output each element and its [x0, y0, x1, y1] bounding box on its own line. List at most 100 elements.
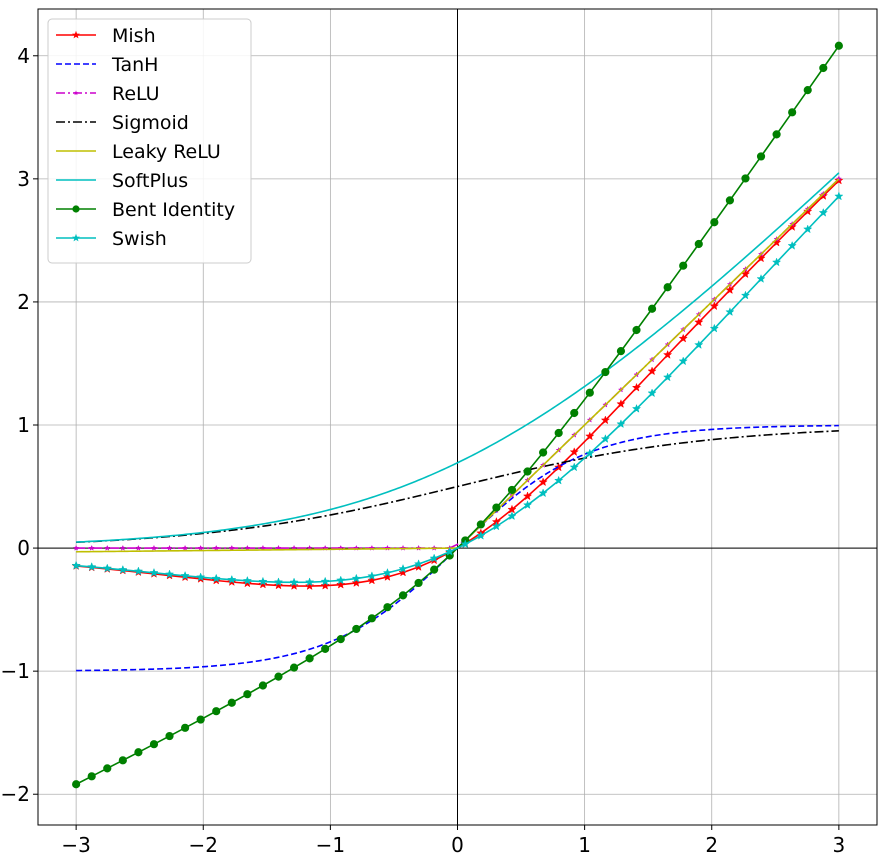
y-tick-label: 2 — [17, 290, 30, 314]
data-point — [102, 563, 112, 573]
data-point — [740, 290, 751, 300]
data-point — [632, 325, 641, 335]
data-point — [772, 130, 781, 139]
data-point — [569, 447, 579, 457]
series-line — [76, 430, 839, 544]
data-point — [631, 403, 642, 413]
data-point — [87, 562, 97, 571]
data-point — [741, 174, 750, 183]
data-point — [476, 520, 485, 529]
data-point — [522, 491, 533, 501]
data-point — [476, 530, 486, 540]
legend: Mish TanH ReLU Sigmoid Leaky ReLU SoftPlus Ben… — [47, 18, 252, 264]
data-point — [553, 462, 564, 472]
legend-label: SoftPlus — [112, 170, 188, 192]
series-sigmoid — [76, 430, 839, 544]
data-point — [834, 41, 843, 50]
data-point — [274, 672, 283, 681]
legend-box — [47, 18, 252, 264]
data-point — [647, 388, 657, 398]
data-point — [72, 544, 80, 551]
data-point — [725, 285, 735, 295]
data-point — [616, 419, 626, 429]
legend-marker — [73, 90, 79, 96]
data-point — [710, 218, 719, 227]
data-point — [195, 572, 206, 582]
data-point — [523, 467, 532, 476]
data-point — [352, 624, 361, 634]
legend-label: Mish — [112, 25, 156, 47]
data-point — [725, 196, 735, 205]
data-point — [119, 544, 126, 551]
legend-label: Leaky ReLU — [112, 141, 221, 163]
data-point — [491, 521, 502, 531]
data-point — [803, 224, 813, 234]
data-point — [787, 240, 797, 250]
series-line — [76, 195, 840, 584]
data-point — [166, 544, 173, 551]
data-point — [305, 654, 314, 663]
data-point — [601, 367, 610, 377]
data-point — [709, 323, 720, 333]
data-point — [522, 500, 533, 510]
data-point — [150, 544, 158, 551]
data-point — [429, 553, 439, 563]
data-point — [663, 283, 672, 292]
data-point — [492, 503, 501, 512]
data-point — [538, 477, 548, 487]
data-point — [180, 570, 190, 580]
legend-marker — [72, 233, 80, 242]
data-point — [289, 663, 299, 672]
data-point — [647, 366, 657, 376]
data-point — [228, 544, 235, 551]
data-point — [382, 567, 393, 577]
y-tick-label: 1 — [17, 413, 30, 437]
data-point — [336, 575, 346, 585]
legend-label: ReLU — [112, 83, 160, 105]
data-point — [569, 462, 579, 472]
data-point — [118, 756, 127, 765]
axis-ticks: −3 −2 −1 0 1 2 3 −2 −1 0 1 2 3 4 — [1, 44, 846, 854]
data-point — [600, 434, 611, 443]
data-point — [196, 715, 205, 724]
data-point — [71, 560, 81, 570]
data-point — [398, 591, 408, 600]
legend-label: Swish — [112, 228, 167, 250]
legend-label: TanH — [111, 54, 158, 76]
data-point — [103, 764, 112, 773]
data-point — [570, 408, 579, 418]
data-point — [289, 577, 299, 587]
legend-label: Bent Identity — [112, 199, 235, 221]
data-point — [756, 152, 766, 161]
data-point — [539, 448, 548, 457]
data-point — [694, 317, 704, 327]
data-point — [304, 581, 315, 591]
data-point — [507, 485, 517, 495]
data-point — [88, 544, 95, 551]
data-point — [304, 577, 315, 587]
data-point — [320, 580, 330, 590]
legend-item: Swish — [56, 228, 167, 250]
data-point — [351, 573, 362, 583]
x-tick-label: 3 — [832, 833, 845, 854]
y-tick-label: 4 — [17, 44, 30, 68]
data-point — [258, 576, 268, 586]
legend-item: ReLU — [56, 83, 160, 105]
data-point — [197, 544, 204, 551]
data-point — [414, 578, 423, 588]
data-point — [118, 564, 128, 574]
data-point — [709, 301, 720, 311]
data-point — [616, 347, 626, 356]
data-point — [756, 274, 766, 283]
legend-item: Sigmoid — [56, 112, 189, 134]
data-point — [647, 304, 657, 313]
data-point — [788, 108, 797, 117]
x-tick-label: −3 — [61, 833, 90, 854]
data-point — [289, 581, 299, 590]
x-tick-label: 2 — [705, 833, 718, 854]
data-point — [227, 574, 237, 584]
legend-marker — [72, 205, 80, 213]
data-point — [164, 569, 175, 579]
x-tick-label: −1 — [316, 833, 345, 854]
series-softplus — [76, 172, 840, 543]
